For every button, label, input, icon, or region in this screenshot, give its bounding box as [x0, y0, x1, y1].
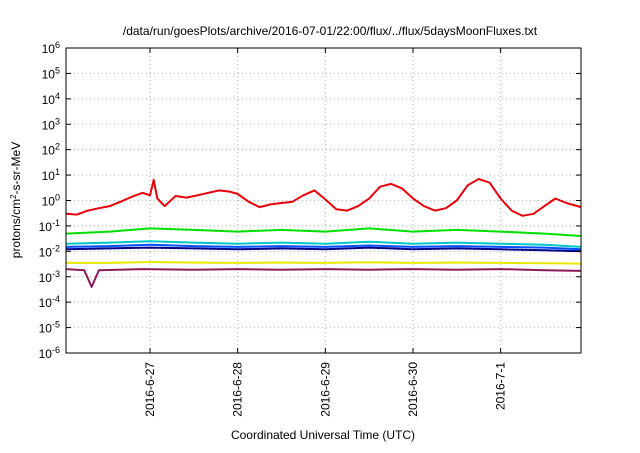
y-tick-layer: 10-610-510-410-310-210-11001011021031041… [39, 40, 581, 361]
y-tick-label: 10-3 [39, 269, 60, 285]
x-axis-label: Coordinated Universal Time (UTC) [231, 428, 415, 442]
y-tick-label-exponent: -3 [52, 269, 60, 279]
y-tick-label: 10-2 [39, 243, 60, 259]
y-tick-label: 101 [42, 167, 60, 183]
chart-title: /data/run/goesPlots/archive/2016-07-01/2… [123, 24, 538, 38]
y-tick-label-exponent: 3 [55, 116, 60, 126]
x-tick-label: 2016-6-28 [231, 362, 245, 417]
y-tick-label-exponent: -1 [52, 218, 60, 228]
y-tick-label-exponent: -4 [52, 294, 60, 304]
x-tick-label: 2016-6-27 [143, 362, 157, 417]
y-tick-label-exponent: 6 [55, 40, 60, 50]
y-tick-label: 10-1 [39, 218, 60, 234]
y-tick-label: 104 [42, 91, 60, 107]
y-tick-label: 103 [42, 116, 60, 132]
series-line-5 [66, 246, 581, 253]
y-tick-label-exponent: 0 [55, 193, 60, 203]
y-axis-label-superscript: 2 [9, 194, 18, 199]
y-axis-label: protons/cm2-s-sr-MeV [9, 142, 24, 258]
y-tick-label: 10-4 [39, 294, 60, 310]
y-tick-label-base: 10 [42, 118, 56, 132]
y-tick-label: 106 [42, 40, 60, 56]
y-tick-label-exponent: -6 [52, 345, 60, 355]
y-tick-label-base: 10 [42, 67, 56, 81]
x-tick-label: 2016-6-29 [318, 362, 332, 417]
y-tick-label-base: 10 [39, 347, 53, 361]
y-tick-label-exponent: -2 [52, 243, 60, 253]
y-tick-label-base: 10 [39, 322, 53, 336]
y-tick-label: 100 [42, 193, 60, 209]
y-tick-label: 10-6 [39, 345, 60, 361]
y-tick-label-base: 10 [39, 220, 53, 234]
y-tick-label: 10-5 [39, 320, 60, 336]
y-tick-label-exponent: 4 [55, 91, 60, 101]
y-tick-label: 105 [42, 65, 60, 81]
y-tick-label-base: 10 [42, 169, 56, 183]
series-line-6 [66, 261, 581, 265]
y-axis-label-prefix: protons/cm [9, 199, 23, 258]
x-tick-label: 2016-7-1 [494, 362, 508, 410]
y-axis-label-suffix: -s-sr-MeV [9, 142, 23, 195]
y-tick-label-base: 10 [42, 195, 56, 209]
y-tick-label-exponent: -5 [52, 320, 60, 330]
y-tick-label: 102 [42, 142, 60, 158]
y-tick-label-base: 10 [42, 93, 56, 107]
y-tick-label-base: 10 [39, 296, 53, 310]
y-tick-label-exponent: 5 [55, 65, 60, 75]
y-tick-label-base: 10 [39, 245, 53, 259]
y-tick-label-base: 10 [42, 144, 56, 158]
y-tick-label-base: 10 [42, 42, 56, 56]
series-layer [66, 178, 581, 288]
series-line-2 [66, 227, 581, 237]
series-line-1 [66, 178, 581, 217]
series-line-7 [66, 268, 581, 288]
series-line-4 [66, 243, 581, 251]
x-tick-layer: 2016-6-27 2016-6-28 2016-6-29 2016-6-30 2016… [143, 48, 508, 417]
y-tick-label-base: 10 [39, 271, 53, 285]
y-tick-label-exponent: 1 [55, 167, 60, 177]
y-tick-label-exponent: 2 [55, 142, 60, 152]
series-line-3 [66, 240, 581, 248]
x-tick-label: 2016-6-30 [406, 362, 420, 417]
